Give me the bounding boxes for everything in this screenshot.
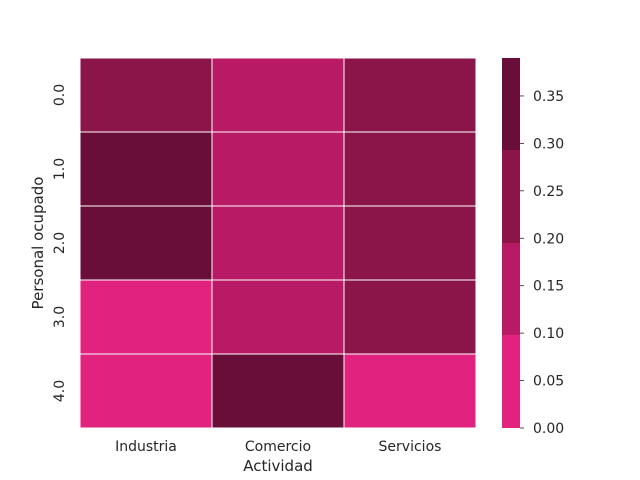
y-tick-label: 2.0	[52, 232, 68, 254]
x-tick-label: Comercio	[245, 439, 311, 455]
colorbar-segment	[502, 335, 520, 428]
colorbar-segment	[502, 243, 520, 336]
colorbar-tick-label: 0.05	[533, 374, 564, 390]
heatmap-cell	[211, 205, 345, 281]
x-tick-label: Servicios	[379, 439, 442, 455]
x-axis-label: Actividad	[243, 457, 313, 475]
heatmap-cell	[79, 205, 213, 281]
colorbar-segment	[502, 150, 520, 243]
colorbar-tick-label: 0.25	[533, 184, 564, 200]
y-tick-labels: 0.0 1.0 2.0 3.0 4.0	[52, 84, 68, 402]
y-tick-label: 3.0	[52, 306, 68, 328]
heatmap-cell	[343, 353, 477, 429]
heatmap-cells	[79, 57, 477, 429]
heatmap-cell	[79, 131, 213, 207]
colorbar-tick-label: 0.15	[533, 279, 564, 295]
y-axis-label: Personal ocupado	[29, 177, 47, 310]
heatmap-cell	[79, 353, 213, 429]
colorbar-tick-labels: 0.00 0.05 0.10 0.15 0.20 0.25 0.30 0.35	[520, 89, 564, 437]
x-tick-label: Industria	[115, 439, 177, 455]
heatmap-cell	[211, 57, 345, 133]
colorbar-segment	[502, 58, 520, 151]
heatmap-cell	[211, 131, 345, 207]
y-tick-label: 1.0	[52, 158, 68, 180]
heatmap-cell	[211, 279, 345, 355]
colorbar-tick-label: 0.20	[533, 231, 564, 247]
x-tick-labels: Industria Comercio Servicios	[115, 439, 441, 455]
heatmap-cell	[211, 353, 345, 429]
colorbar-tick-label: 0.30	[533, 136, 564, 152]
heatmap-cell	[343, 131, 477, 207]
colorbar-tick-label: 0.10	[533, 326, 564, 342]
colorbar-tick-label: 0.00	[533, 421, 564, 437]
colorbar	[502, 58, 520, 428]
colorbar-tick-label: 0.35	[533, 89, 564, 105]
heatmap-cell	[343, 205, 477, 281]
heatmap-cell	[343, 57, 477, 133]
y-tick-label: 0.0	[52, 84, 68, 106]
heatmap-cell	[343, 279, 477, 355]
y-tick-label: 4.0	[52, 380, 68, 402]
heatmap-cell	[79, 57, 213, 133]
heatmap-cell	[79, 279, 213, 355]
